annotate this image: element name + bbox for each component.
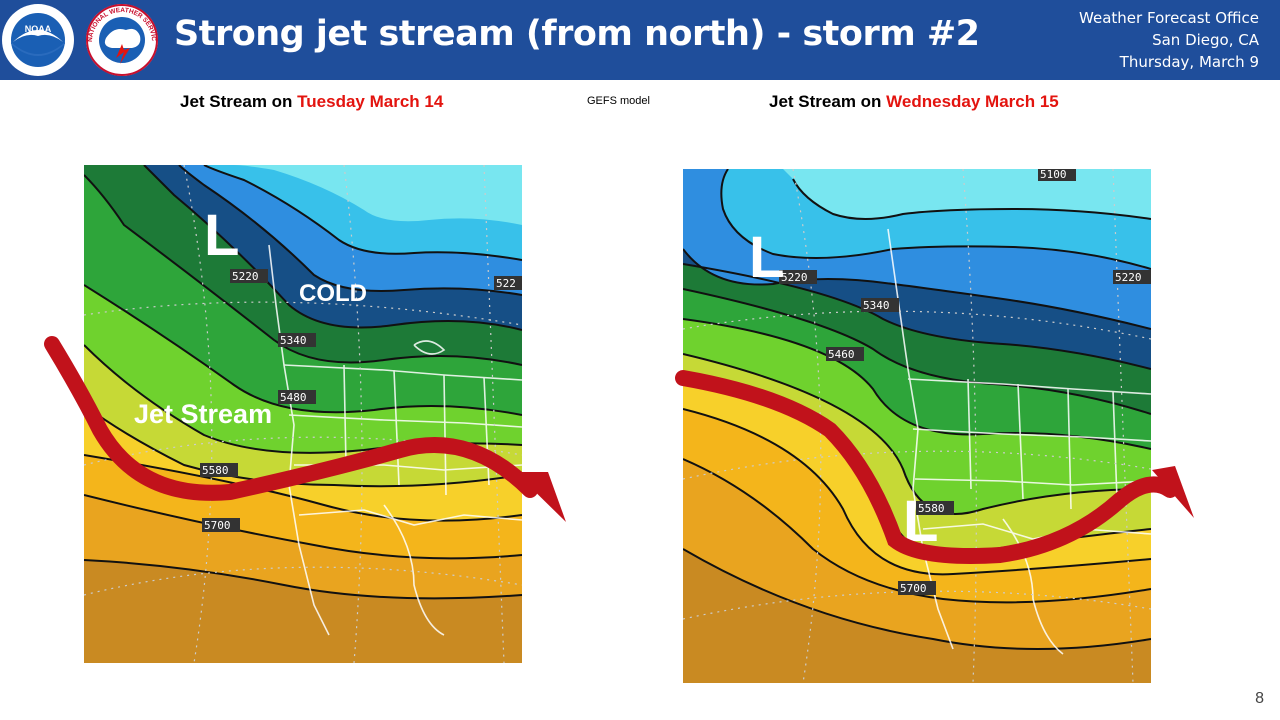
contour-label: 5220 [781,271,808,284]
model-label: GEFS model [587,95,650,107]
page-number: 8 [1255,690,1264,707]
office-name: Weather Forecast Office [1079,9,1259,27]
low-pressure-label: L [204,203,239,268]
right-caption-date: Wednesday March 15 [886,92,1059,111]
nws-logo: NATIONAL WEATHER SERVICE [84,2,158,76]
left-caption-date: Tuesday March 14 [297,92,444,111]
contour-label: 5220 [232,270,259,283]
office-location: San Diego, CA [1152,31,1259,49]
jet-stream-label: Jet Stream [134,399,272,429]
contour-label: 5700 [900,582,927,595]
right-jet-stream-map: 5100 5220 5220 5340 5460 5580 5700 L L [683,169,1151,683]
left-jet-arrowhead-icon [515,472,566,522]
noaa-logo-text: NOAA [25,24,52,34]
right-jet-arrowhead-icon [1152,466,1194,518]
office-date: Thursday, March 9 [1119,53,1259,71]
contour-label: 5700 [204,519,231,532]
left-caption-prefix: Jet Stream on [180,92,298,111]
contour-label: 5340 [280,334,307,347]
left-map-caption: Jet Stream on Tuesday March 14 [180,92,443,112]
contour-label: 5480 [280,391,307,404]
contour-label: 5460 [828,348,855,361]
page-title: Strong jet stream (from north) - storm #… [174,14,980,54]
contour-label: 5340 [863,299,890,312]
noaa-logo: NOAA [2,4,74,76]
contour-label: 5220 [1115,271,1142,284]
cold-label: COLD [299,280,367,307]
office-info: Weather Forecast Office San Diego, CA Th… [1079,7,1259,73]
header-bar: NOAA NATIONAL WEATHER SERVICE Strong jet… [0,0,1280,80]
left-jet-stream-map: 5220 522 5340 5480 5580 5700 L COLD Jet … [84,165,522,663]
right-map-caption: Jet Stream on Wednesday March 15 [769,92,1059,112]
contour-label: 522 [496,277,516,290]
right-caption-prefix: Jet Stream on [769,92,887,111]
contour-label: 5580 [202,464,229,477]
low-pressure-label-south: L [903,489,938,554]
contour-label: 5100 [1040,169,1067,181]
low-pressure-label-north: L [749,225,784,290]
